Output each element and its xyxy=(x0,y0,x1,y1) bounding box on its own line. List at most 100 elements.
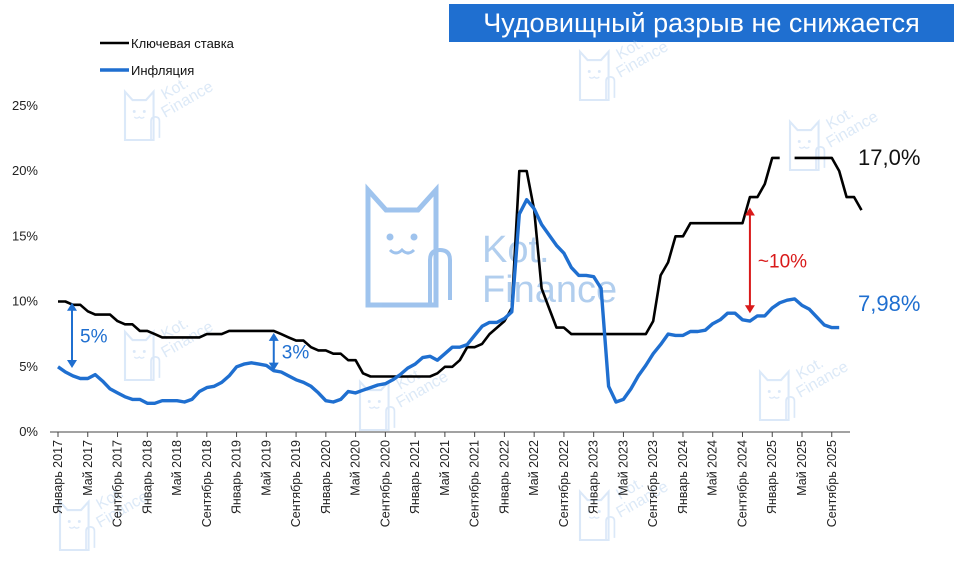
gap-arrow xyxy=(268,332,279,371)
watermark-cat-mouth xyxy=(133,356,145,359)
legend-label: Инфляция xyxy=(131,63,194,78)
watermark-cat-eye xyxy=(386,233,394,241)
annotations-layer: 17,0% 7,98% 5% 3% ~10% xyxy=(67,145,920,371)
watermark-cat-outline xyxy=(578,48,610,102)
y-tick-label: 10% xyxy=(12,294,38,309)
x-tick-label: Май 2023 xyxy=(616,440,630,496)
watermark-cat-eye xyxy=(132,109,136,113)
watermark-logo-small xyxy=(123,88,161,142)
inflation-end-label: 7,98% xyxy=(858,291,920,316)
x-tick-label: Январь 2024 xyxy=(676,440,690,514)
x-tick-label: Январь 2020 xyxy=(319,440,333,514)
watermark-paperclip xyxy=(428,247,452,305)
watermark-logo-small xyxy=(123,328,161,382)
watermark-cat-eye xyxy=(797,139,801,143)
watermark-cat-outline xyxy=(365,183,439,308)
watermark-cat-mouth xyxy=(133,116,145,119)
watermark-cat-outline xyxy=(788,118,820,172)
x-tick-label: Сентябрь 2017 xyxy=(111,440,125,527)
watermark-cat-outline xyxy=(123,88,155,142)
gap-label: 5% xyxy=(80,326,108,347)
watermark-cat-outline xyxy=(58,498,90,552)
x-tick-label: Январь 2018 xyxy=(140,440,154,514)
watermark-cat-mouth xyxy=(768,396,780,399)
watermark-paperclip xyxy=(605,76,616,100)
watermark-logo-small xyxy=(58,498,96,552)
arrow-head-down xyxy=(67,360,77,369)
watermark-paperclip xyxy=(815,146,826,170)
watermark-logo-main xyxy=(365,183,452,308)
watermark-paperclip xyxy=(150,116,161,140)
watermark-cat-eye xyxy=(142,349,146,353)
x-tick-label: Май 2017 xyxy=(81,440,95,496)
watermark-logo-small xyxy=(758,368,796,422)
axes: 0% 5% 10% 15% 20% 25% Январь 2017 Май 2017 Сентя… xyxy=(12,98,850,527)
gap-arrow xyxy=(67,302,77,369)
x-tick-label: Сентябрь 2019 xyxy=(289,440,303,527)
watermark-cat-eye xyxy=(597,69,601,73)
series-layer xyxy=(57,156,863,405)
arrow-head-up xyxy=(744,207,755,216)
watermark-cat-eye xyxy=(77,519,81,523)
x-tick-label: Сентябрь 2018 xyxy=(200,440,214,527)
x-tick-label: Сентябрь 2024 xyxy=(735,440,749,527)
watermark-paperclip xyxy=(85,526,96,550)
watermark-paperclip xyxy=(605,516,616,540)
watermark-cat-outline xyxy=(123,328,155,382)
x-tick-label: Май 2024 xyxy=(706,440,720,496)
watermark-logo-small xyxy=(358,378,396,432)
watermark-cat-mouth xyxy=(68,526,80,529)
key-rate-line xyxy=(58,156,863,378)
x-tick-label: Май 2020 xyxy=(349,440,363,496)
watermark-cat-mouth xyxy=(368,406,380,409)
key-rate-end-label: 17,0% xyxy=(858,145,920,170)
watermark-cat-eye xyxy=(777,389,781,393)
watermark-cat-eye xyxy=(132,349,136,353)
inflation-line xyxy=(57,198,840,405)
legend: Ключевая ставка Инфляция xyxy=(100,36,235,78)
x-tick-label: Сентябрь 2023 xyxy=(646,440,660,527)
watermark-paperclip xyxy=(150,356,161,380)
watermark-cat-eye xyxy=(587,69,591,73)
x-tick-label: Май 2019 xyxy=(259,440,273,496)
x-tick-label: Май 2018 xyxy=(170,440,184,496)
y-tick-label: 25% xyxy=(12,98,38,113)
watermark-logo-small xyxy=(578,48,616,102)
y-tick-label: 20% xyxy=(12,163,38,178)
x-tick-label: Май 2022 xyxy=(527,440,541,496)
gap-arrow xyxy=(744,207,755,314)
watermark-cat-outline xyxy=(578,488,610,542)
arrow-head-down xyxy=(268,362,279,371)
chart-title: Чудовищный разрыв не снижается xyxy=(449,4,954,42)
watermark-logo-small xyxy=(578,488,616,542)
x-tick-label: Январь 2021 xyxy=(408,440,422,514)
x-tick-label: Январь 2023 xyxy=(587,440,601,514)
watermark-cat-mouth xyxy=(798,146,810,149)
gap-label: 3% xyxy=(282,343,310,364)
x-tick-label: Май 2021 xyxy=(438,440,452,496)
watermark-cat-eye xyxy=(807,139,811,143)
x-tick-label: Сентябрь 2020 xyxy=(378,440,392,527)
y-tick-label: 5% xyxy=(19,359,38,374)
watermark-logo-small xyxy=(788,118,826,172)
x-tick-label: Январь 2022 xyxy=(497,440,511,514)
watermark-cat-outline xyxy=(358,378,390,432)
watermark-cat-eye xyxy=(587,509,591,513)
y-tick-label: 15% xyxy=(12,228,38,243)
x-tick-label: Сентябрь 2022 xyxy=(557,440,571,527)
watermark-paperclip xyxy=(385,406,396,430)
watermark-paperclip xyxy=(785,396,796,420)
x-tick-label: Сентябрь 2025 xyxy=(825,440,839,527)
x-tick-label: Январь 2019 xyxy=(230,440,244,514)
watermark-cat-eye xyxy=(767,389,771,393)
watermark-cat-eye xyxy=(377,399,381,403)
watermark-cat-eye xyxy=(410,233,418,241)
arrow-head-up xyxy=(67,302,77,311)
watermark-cat-eye xyxy=(597,509,601,513)
watermark-cat-mouth xyxy=(388,247,416,255)
watermark-cat-eye xyxy=(142,109,146,113)
watermark-cat-eye xyxy=(367,399,371,403)
legend-label: Ключевая ставка xyxy=(131,36,235,51)
watermark-cat-eye xyxy=(67,519,71,523)
